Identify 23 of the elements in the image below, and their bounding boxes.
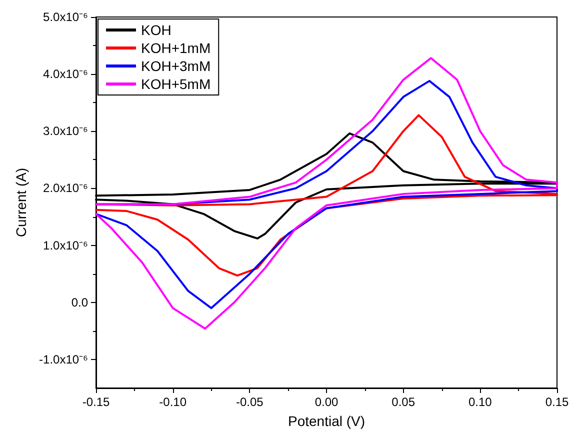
x-tick-label: 0.10 <box>468 395 492 409</box>
y-tick-label: -1.0x10⁻⁶ <box>39 352 88 366</box>
line-series <box>95 80 558 310</box>
x-tick-label: 0.05 <box>392 395 416 409</box>
legend-label: KOH+5mM <box>141 76 211 92</box>
y-tick-label: 2.0x10⁻⁶ <box>43 181 88 196</box>
line-series <box>95 57 558 330</box>
x-tick-label: -0.15 <box>82 395 110 409</box>
x-tick-label: 0.00 <box>314 395 338 409</box>
y-axis-title: Current (A) <box>13 168 29 238</box>
y-tick-label: 1.0x10⁻⁶ <box>43 238 88 252</box>
x-axis-title: Potential (V) <box>288 413 366 429</box>
x-tick-label: -0.10 <box>159 395 187 409</box>
y-tick-label: 5.0x10⁻⁶ <box>43 10 88 24</box>
legend-label: KOH <box>141 22 172 38</box>
x-tick-label: -0.05 <box>236 395 264 409</box>
line-series <box>95 114 558 277</box>
legend-label: KOH+1mM <box>141 40 211 56</box>
y-tick-label: 0.0 <box>71 295 88 310</box>
y-tick-label: 4.0x10⁻⁶ <box>43 67 88 82</box>
legend-label: KOH+3mM <box>141 58 211 74</box>
x-tick-label: 0.15 <box>545 395 569 409</box>
y-tick-label: 3.0x10⁻⁶ <box>43 124 88 138</box>
